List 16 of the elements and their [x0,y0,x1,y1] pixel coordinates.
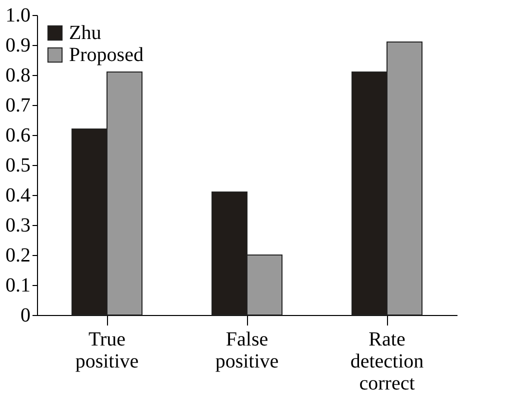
x-tick-label: False positive [215,328,279,372]
y-tick-label: 0.9 [6,34,30,56]
y-tick-label: 0.2 [6,244,30,266]
y-tick-label: 0.8 [6,64,30,86]
legend-label: Proposed [69,44,144,66]
y-tick-label: 1.0 [6,4,30,26]
y-tick-label: 0.1 [6,274,30,296]
y-tick-label: 0.7 [6,94,30,116]
y-tick-label: 0.4 [6,184,30,206]
legend-label: Zhu [69,22,102,44]
x-tick-label: True positive [75,328,139,372]
x-tick-label: Rate detection correct [350,328,424,394]
y-tick-label: 0.5 [6,154,30,176]
y-tick-label: 0.3 [6,214,30,236]
y-tick-label: 0 [20,304,30,326]
y-tick-label: 0.6 [6,124,30,146]
